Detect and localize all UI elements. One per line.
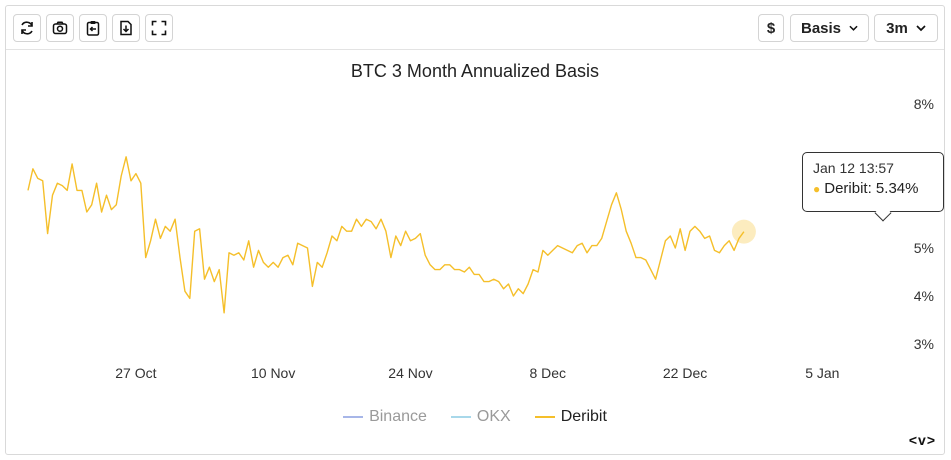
clipboard-icon: [86, 21, 100, 36]
legend-label: Deribit: [560, 408, 607, 425]
period-select[interactable]: 3m: [874, 14, 938, 42]
y-tick-label: 5%: [914, 240, 934, 256]
currency-label: $: [766, 19, 776, 37]
download-button[interactable]: [112, 14, 140, 42]
legend-swatch: [534, 416, 555, 418]
x-tick-label: 5 Jan: [805, 365, 839, 381]
chart-legend: Binance OKX Deribit: [6, 408, 944, 426]
chart-panel: $ Basis 3m BTC 3 Month Annualized Basis …: [5, 5, 945, 455]
chevron-down-icon: [916, 24, 926, 31]
x-tick-label: 22 Dec: [663, 365, 707, 381]
refresh-button[interactable]: [13, 14, 41, 42]
metric-select-label: Basis: [801, 19, 842, 37]
camera-icon: [52, 21, 68, 35]
hover-point-marker: [731, 219, 756, 244]
fullscreen-button[interactable]: [145, 14, 173, 42]
x-tick-label: 10 Nov: [251, 365, 295, 381]
metric-select[interactable]: Basis: [790, 14, 869, 42]
series-marker-icon: ●: [813, 181, 821, 196]
navigator-toggle[interactable]: <v>: [908, 432, 936, 448]
x-tick-label: 27 Oct: [115, 365, 156, 381]
screenshot-button[interactable]: [46, 14, 74, 42]
legend-swatch: [343, 416, 364, 418]
legend-item-binance[interactable]: Binance: [343, 408, 427, 426]
tooltip-value-row: ● Deribit: 5.34%: [813, 180, 933, 197]
x-tick-label: 8 Dec: [529, 365, 566, 381]
legend-label: OKX: [476, 408, 511, 425]
y-tick-label: 3%: [914, 336, 934, 352]
y-tick-label: 4%: [914, 288, 934, 304]
x-tick-label: 24 Nov: [388, 365, 432, 381]
legend-item-okx[interactable]: OKX: [450, 408, 511, 426]
y-tick-label: 8%: [914, 96, 934, 112]
chart-title: BTC 3 Month Annualized Basis: [350, 61, 600, 81]
chart-tooltip: Jan 12 13:57 ● Deribit: 5.34%: [802, 152, 944, 222]
legend-swatch: [450, 416, 471, 418]
currency-button[interactable]: $: [758, 14, 784, 42]
chart-plot[interactable]: 3% 4% 5% 8% 27 Oct 10 Nov 24 Nov 8 Dec 22 Dec 5 J…: [6, 6, 946, 456]
chevron-down-icon: [849, 25, 858, 31]
fullscreen-icon: [151, 20, 167, 36]
legend-item-deribit[interactable]: Deribit: [534, 408, 607, 426]
period-select-label: 3m: [886, 19, 908, 37]
legend-label: Binance: [369, 408, 427, 425]
series-line-deribit[interactable]: [27, 156, 745, 314]
download-icon: [120, 20, 132, 36]
tooltip-time: Jan 12 13:57: [813, 160, 894, 176]
chart-toolbar: $ Basis 3m: [6, 6, 944, 50]
copy-button[interactable]: [79, 14, 107, 42]
refresh-icon: [21, 21, 33, 35]
tooltip-value: Deribit: 5.34%: [824, 180, 919, 197]
